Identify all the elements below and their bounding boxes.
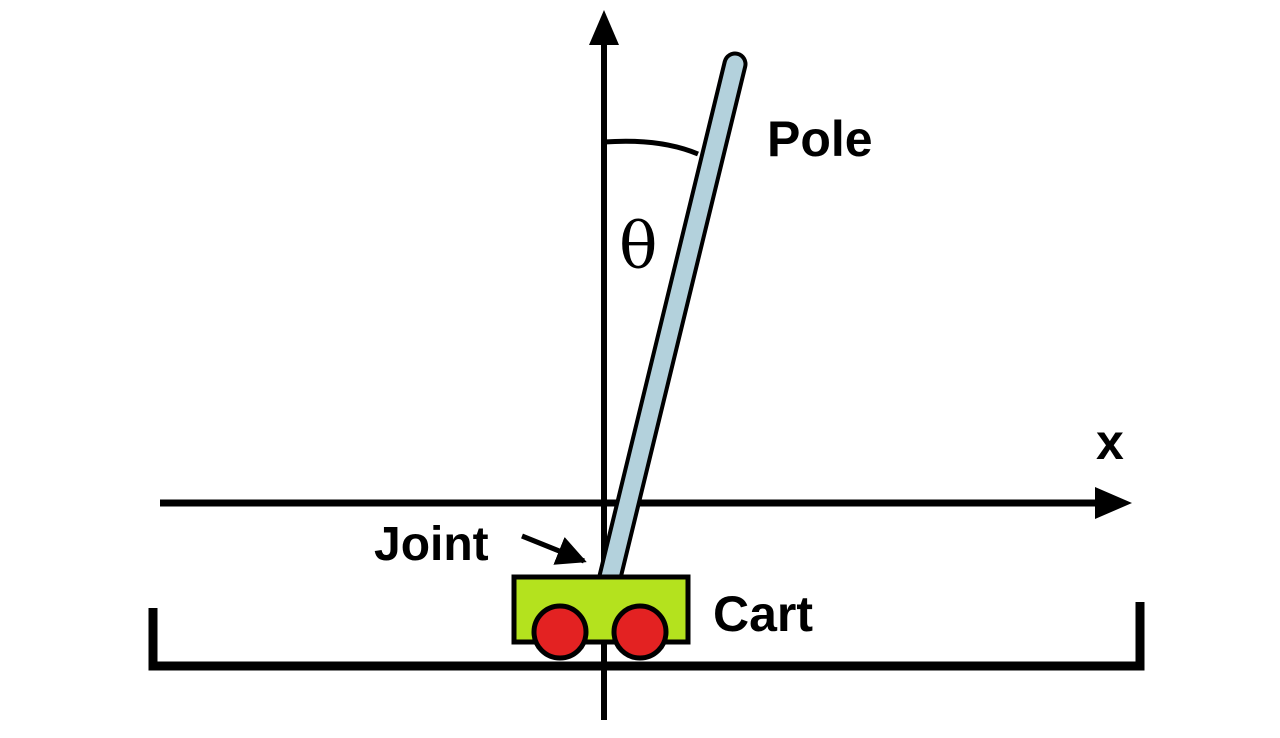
track-rail: [148, 602, 1145, 671]
cart-wheel-left: [531, 603, 589, 661]
cart-wheel-right: [611, 603, 669, 661]
theta-label: θ: [619, 210, 658, 284]
joint-label: Joint: [374, 518, 489, 571]
pole-label: Pole: [767, 111, 873, 167]
pole: [601, 55, 744, 586]
arrow-pointer-icon: [521, 533, 587, 565]
theta-angle-arc: [603, 138, 699, 157]
arrow-up-icon: [589, 10, 619, 45]
x-axis-label: x: [1096, 414, 1124, 470]
cart-label: Cart: [713, 586, 813, 642]
arrow-right-icon: [1095, 487, 1132, 519]
